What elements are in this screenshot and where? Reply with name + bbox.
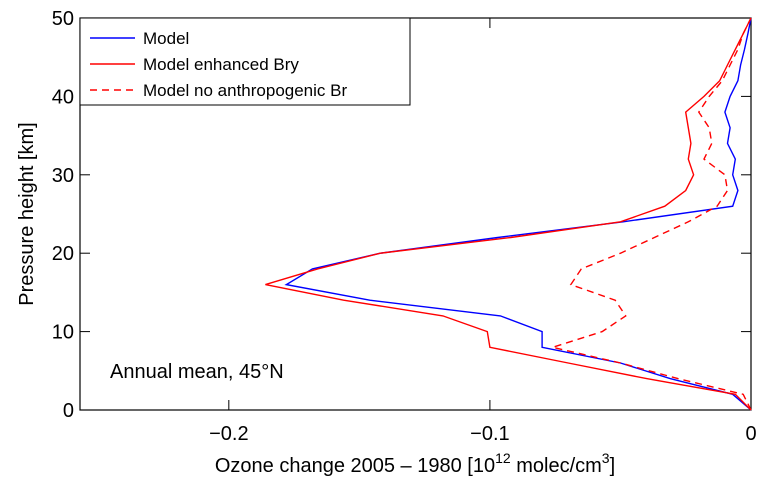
x-tick-label: −0.2 [209, 423, 248, 445]
x-label-sup: 3 [602, 450, 610, 466]
series-line [265, 17, 752, 411]
series-line [284, 17, 752, 411]
x-label-part: Ozone change 2005 – 1980 [10 [215, 455, 495, 477]
legend-label: Model enhanced Bry [143, 55, 299, 74]
legend-label: Model [143, 29, 189, 48]
x-label-sup: 12 [495, 450, 511, 466]
x-axis-label: Ozone change 2005 – 1980 [1012 molec/cm3… [215, 450, 615, 477]
y-tick-label: 30 [52, 165, 74, 187]
y-tick-label: 20 [52, 243, 74, 265]
legend-label: Model no anthropogenic Br [143, 81, 347, 100]
x-label-part: ] [610, 455, 616, 477]
x-tick-label: 0 [745, 423, 756, 445]
x-tick-label: −0.1 [470, 423, 509, 445]
y-axis-label: Pressure height [km] [16, 122, 38, 305]
y-tick-label: 50 [52, 8, 74, 30]
y-tick-label: 40 [52, 86, 74, 108]
y-tick-label: 0 [63, 400, 74, 422]
y-tick-label: 10 [52, 322, 74, 344]
x-label-part: molec/cm [511, 455, 602, 477]
plot-frame [79, 17, 752, 411]
legend-box [79, 17, 411, 106]
annotation: Annual mean, 45°N [110, 361, 284, 383]
series-line [549, 17, 752, 411]
